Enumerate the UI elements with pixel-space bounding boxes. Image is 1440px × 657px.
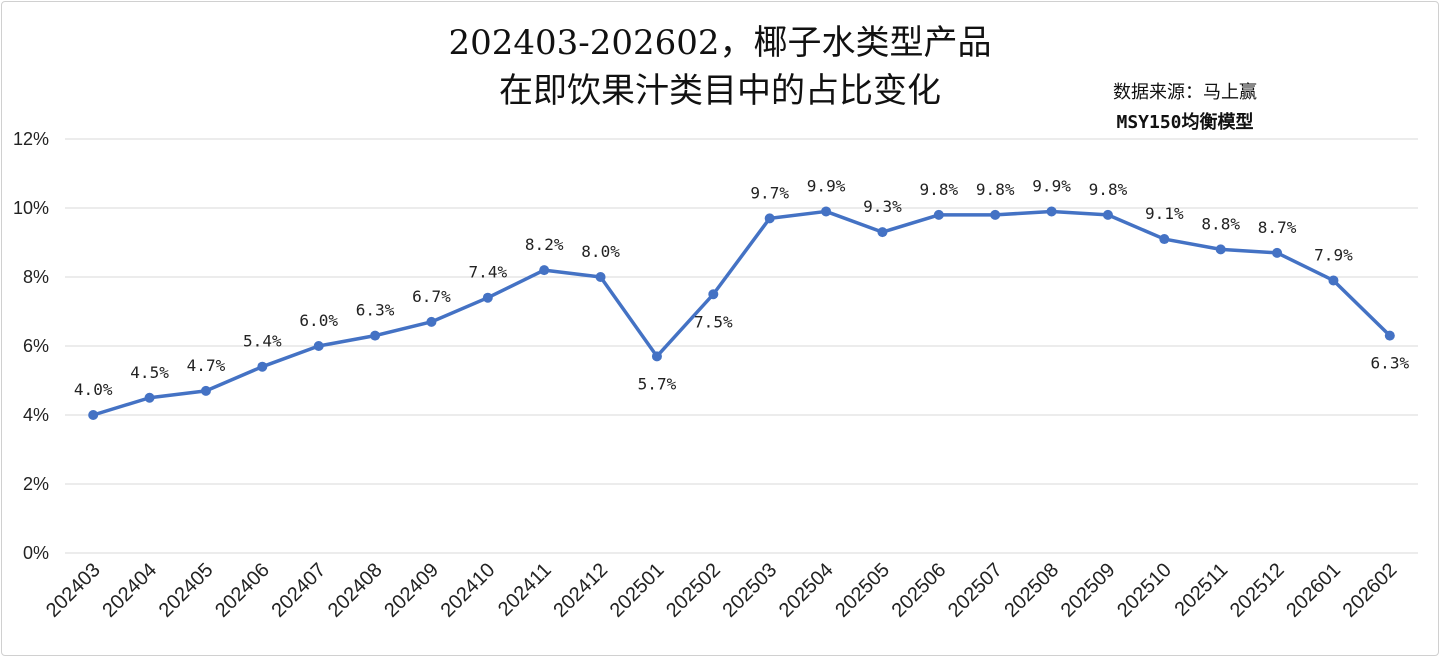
- x-tick-label: 202510: [1113, 559, 1176, 622]
- data-point: [1328, 275, 1339, 286]
- x-tick-label: 202503: [718, 559, 781, 622]
- data-point: [933, 209, 944, 220]
- data-label: 6.3%: [1371, 354, 1410, 373]
- data-label: 4.0%: [74, 380, 113, 399]
- data-point: [1159, 234, 1170, 245]
- data-point: [708, 289, 719, 300]
- y-tick-label: 12%: [13, 129, 49, 149]
- data-point: [1384, 330, 1395, 341]
- data-label: 6.7%: [412, 287, 451, 306]
- chart-title-line2: 在即饮果汁类目中的占比变化: [499, 71, 941, 111]
- x-tick-label: 202504: [775, 559, 838, 622]
- data-label: 8.2%: [525, 235, 564, 254]
- data-point: [877, 227, 888, 238]
- data-point: [595, 272, 606, 282]
- data-label: 9.9%: [1032, 176, 1071, 195]
- data-label: 9.7%: [750, 183, 789, 202]
- data-label: 6.0%: [299, 311, 338, 330]
- data-label: 9.1%: [1145, 204, 1184, 223]
- data-point: [539, 265, 550, 276]
- chart-title-line1: 202403-202602，椰子水类型产品: [448, 23, 992, 63]
- y-tick-label: 6%: [23, 336, 49, 356]
- data-label: 9.3%: [863, 197, 902, 216]
- data-label: 9.8%: [976, 180, 1015, 199]
- data-point: [370, 330, 381, 341]
- x-tick-label: 202407: [267, 559, 330, 622]
- data-label: 9.9%: [807, 176, 846, 195]
- data-label: 4.7%: [187, 356, 226, 375]
- x-tick-label: 202405: [155, 559, 218, 622]
- x-tick-label: 202509: [1057, 559, 1120, 622]
- x-tick-label: 202412: [549, 559, 612, 622]
- data-point: [144, 392, 155, 403]
- x-tick-label: 202508: [1000, 559, 1063, 622]
- data-point: [990, 209, 1001, 220]
- data-point: [200, 385, 211, 396]
- data-label: 5.4%: [243, 332, 282, 351]
- data-point: [1272, 247, 1283, 258]
- x-tick-label: 202511: [1171, 559, 1233, 621]
- x-tick-label: 202403: [42, 559, 105, 622]
- x-tick-label: 202410: [437, 559, 500, 622]
- data-label: 6.3%: [356, 301, 395, 320]
- data-label: 7.4%: [469, 263, 508, 282]
- series-line: [92, 209, 1392, 417]
- data-label: 9.8%: [920, 180, 959, 199]
- x-tick-label: 202411: [494, 559, 556, 621]
- data-label: 7.5%: [694, 312, 733, 331]
- x-tick-label: 202602: [1339, 559, 1402, 622]
- x-tick-label: 202507: [944, 559, 1007, 622]
- data-point: [1102, 209, 1113, 220]
- x-tick-label: 202505: [831, 559, 894, 622]
- data-point: [88, 410, 99, 420]
- data-label: 8.8%: [1201, 214, 1240, 233]
- data-label: 8.0%: [581, 242, 620, 261]
- data-point: [821, 206, 832, 217]
- y-tick-label: 2%: [23, 474, 49, 494]
- data-label: 8.7%: [1258, 218, 1297, 237]
- data-label: 7.9%: [1314, 245, 1353, 264]
- y-tick-label: 0%: [23, 543, 49, 563]
- x-tick-label: 202404: [98, 559, 161, 622]
- data-label: 4.5%: [130, 363, 169, 382]
- data-point: [313, 341, 324, 351]
- y-tick-label: 8%: [23, 267, 49, 287]
- y-tick-label: 10%: [13, 198, 49, 218]
- data-point: [482, 292, 493, 303]
- model-note: MSY150均衡模型: [1116, 112, 1254, 133]
- data-label: 5.7%: [638, 374, 677, 393]
- x-tick-label: 202409: [380, 559, 443, 622]
- data-point: [426, 316, 437, 327]
- source-note: 数据来源：马上赢: [1113, 82, 1257, 103]
- data-point: [1046, 206, 1057, 217]
- data-point: [1215, 244, 1226, 255]
- x-tick-label: 202506: [888, 559, 951, 622]
- x-tick-label: 202408: [324, 559, 387, 622]
- data-point: [257, 361, 268, 372]
- y-tick-label: 4%: [23, 405, 49, 425]
- data-point: [651, 351, 662, 362]
- data-point: [764, 213, 775, 224]
- x-tick-label: 202406: [211, 559, 274, 622]
- x-tick-label: 202501: [606, 559, 669, 622]
- x-tick-label: 202502: [662, 559, 725, 622]
- x-tick-label: 202512: [1226, 559, 1289, 622]
- data-label: 9.8%: [1089, 180, 1128, 199]
- x-tick-label: 202601: [1282, 559, 1345, 622]
